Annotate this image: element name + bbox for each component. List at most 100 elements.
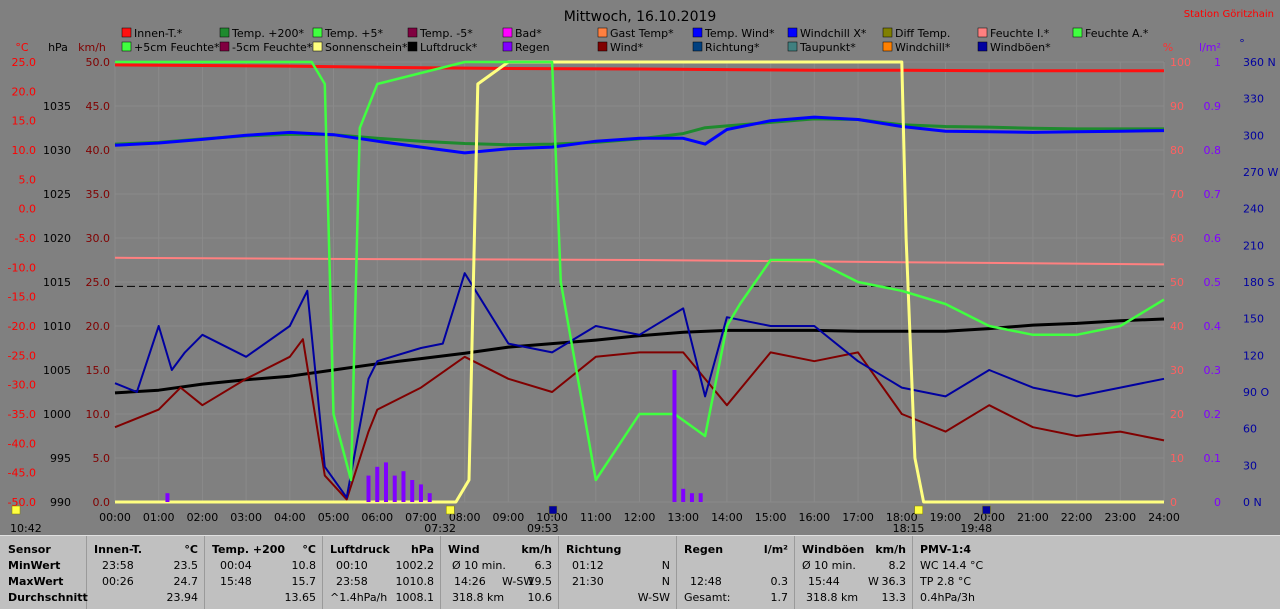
temp-tick-label: 15.0	[12, 115, 37, 128]
legend-swatch	[407, 27, 418, 38]
time-tick-label: 13:00	[667, 511, 699, 524]
legend-swatch	[121, 41, 132, 52]
series-line	[114, 272, 1165, 499]
rain-tick-label: 0.4	[1204, 320, 1222, 333]
hpa-tick-label: 1020	[43, 232, 71, 245]
innen-col: Innen-T. °C 23:58 23.5 00:26 24.7 23.94	[86, 536, 205, 609]
sensor-col: Sensor MinWert MaxWert Durchschnitt	[0, 536, 88, 609]
richtung-min: N	[661, 559, 670, 572]
richtung-col: Richtung 01:12 N 21:30 N W-SW	[558, 536, 677, 609]
dir-tick-label: 210	[1243, 239, 1264, 252]
legend-swatch	[407, 41, 418, 52]
kmh-tick-label: 40.0	[86, 144, 111, 157]
regen-unit: l/m²	[763, 543, 788, 556]
rain-tick-label: 0.9	[1204, 100, 1222, 113]
rain-tick-label: 0.6	[1204, 232, 1222, 245]
legend-swatch	[597, 27, 608, 38]
regen-col: Regen l/m² 12:48 0.3 Gesamt: 1.7	[676, 536, 795, 609]
time-tick-label: 10:00	[536, 511, 568, 524]
legend-label: +5cm Feuchte*	[134, 41, 220, 54]
druck-max: 1010.8	[395, 575, 435, 588]
kmh-tick-label: 10.0	[86, 408, 111, 421]
series-line	[114, 63, 1164, 73]
rain-bar	[681, 488, 686, 502]
boeen-col: Windböen km/h Ø 10 min. 8.2 15:44 W 36.3 318…	[794, 536, 913, 609]
marker-time: 07:32	[424, 522, 456, 535]
rain-tick-label: 0.5	[1204, 276, 1222, 289]
series-line	[114, 338, 1165, 501]
temp-title: Temp. +200	[212, 543, 286, 556]
temp-min-time: 00:04	[220, 559, 252, 572]
time-tick-label: 15:00	[755, 511, 787, 524]
legend-swatch	[219, 41, 230, 52]
innen-max-time: 00:26	[102, 575, 134, 588]
legend-label: Windchill X*	[800, 27, 867, 40]
time-tick-label: 22:00	[1061, 511, 1093, 524]
time-tick-label: 07:00	[405, 511, 437, 524]
pmv-pressure-trend: 0.4hPa/3h	[920, 591, 976, 604]
kmh-tick-label: 45.0	[86, 100, 111, 113]
kmh-tick-label: 5.0	[93, 452, 111, 465]
legend-label: Windböen*	[990, 41, 1051, 54]
rain-bar	[698, 493, 703, 502]
time-tick-label: 18:00	[886, 511, 918, 524]
legend-swatch	[121, 27, 132, 38]
legend-label: Regen	[515, 41, 550, 54]
druck-unit: hPa	[410, 543, 434, 556]
innen-unit: °C	[184, 543, 198, 556]
hpa-tick-label: 1015	[43, 276, 71, 289]
legend-swatch	[692, 41, 703, 52]
dir-tick-label: 30	[1243, 459, 1257, 472]
dir-tick-label: 360 N	[1243, 56, 1276, 69]
dir-tick-label: 270 W	[1243, 166, 1278, 179]
time-tick-label: 23:00	[1104, 511, 1136, 524]
legend-swatch	[787, 27, 798, 38]
temp-tick-label: -40.0	[8, 437, 36, 450]
rain-bar	[689, 493, 694, 502]
temp-unit: °C	[302, 543, 316, 556]
time-tick-label: 16:00	[798, 511, 830, 524]
chart-window: 00:00 01:00 02:00 03:00 04:00 05:00 06:00 07:00…	[0, 0, 1280, 535]
kmh-tick-label: 20.0	[86, 320, 111, 333]
temp-tick-label: 20.0	[12, 85, 37, 98]
innen-min: 23.5	[173, 559, 199, 572]
legend-label: Temp. +200*	[231, 27, 305, 40]
time-tick-label: 17:00	[842, 511, 874, 524]
series-line	[114, 115, 1165, 155]
legend-swatch	[1072, 27, 1083, 38]
dir-tick-label: 180 S	[1243, 276, 1274, 289]
innen-min-time: 23:58	[102, 559, 134, 572]
legend-label: Bad*	[515, 27, 542, 40]
rain-tick-label: 0.7	[1204, 188, 1222, 201]
dir-tick-label: 330	[1243, 93, 1264, 106]
boeen-max-time: 15:44	[808, 575, 840, 588]
legend-swatch	[312, 41, 323, 52]
druck-title: Luftdruck	[330, 543, 390, 556]
sunrise-icon	[446, 505, 455, 515]
legend-swatch	[502, 27, 513, 38]
rain-tick-label: 0.3	[1204, 364, 1222, 377]
sensor-title: Sensor	[8, 543, 51, 556]
legend: Innen-T.* Temp. +200* Temp. +5* Temp. -5* Ba…	[121, 27, 1149, 54]
regen-total: 1.7	[770, 591, 789, 604]
kmh-tick-label: 35.0	[86, 188, 111, 201]
pct-tick-label: 70	[1170, 188, 1184, 201]
legend-swatch	[882, 41, 893, 52]
hpa-tick-label: 1005	[43, 364, 71, 377]
rain-bar	[427, 493, 432, 502]
druck-min-time: 00:10	[336, 559, 368, 572]
kmh-tick-label: 15.0	[86, 364, 111, 377]
statistics-table: Sensor MinWert MaxWert Durchschnitt Inne…	[0, 535, 1280, 609]
moonset-icon	[548, 505, 558, 515]
wind-title: Wind	[448, 543, 480, 556]
wind-col: Wind km/h Ø 10 min. 6.3 14:26 W-SW 19.5 318.…	[440, 536, 559, 609]
innen-title: Innen-T.	[94, 543, 143, 556]
rain-bar	[366, 475, 371, 502]
pct-tick-label: 10	[1170, 452, 1184, 465]
marker-time: 18:15	[893, 522, 925, 535]
legend-swatch	[977, 41, 988, 52]
pct-tick-label: 60	[1170, 232, 1184, 245]
regen-max: 0.3	[770, 575, 789, 588]
unit-pct: %	[1163, 41, 1173, 54]
time-tick-label: 24:00	[1148, 511, 1180, 524]
